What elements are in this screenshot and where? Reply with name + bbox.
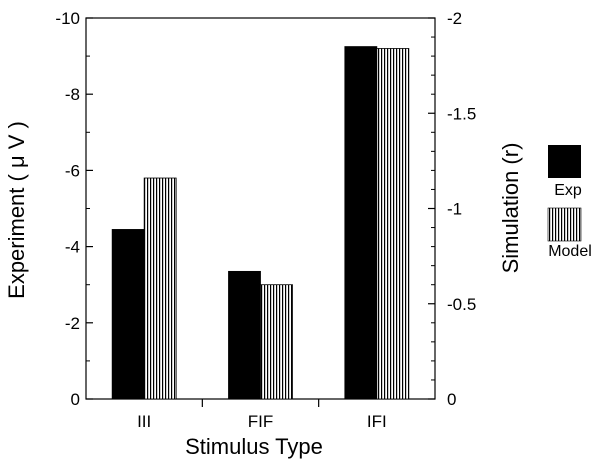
right-tick-label: -1.5 bbox=[447, 104, 476, 123]
legend-label-exp: Exp bbox=[554, 182, 582, 199]
x-tick-label: III bbox=[137, 412, 151, 431]
right-tick-label: -2 bbox=[447, 9, 462, 28]
bars-group bbox=[111, 46, 410, 400]
left-axis: 0 -2 -4 -6 -8 -10 bbox=[55, 9, 93, 409]
left-tick-label: -8 bbox=[65, 85, 80, 104]
bar-exp-fif bbox=[228, 270, 261, 400]
left-tick-label: -4 bbox=[65, 238, 80, 257]
legend: Exp Model bbox=[547, 145, 592, 260]
x-tick-label: FIF bbox=[248, 412, 274, 431]
right-axis-title: Simulation (r) bbox=[498, 143, 523, 274]
left-tick-label: -2 bbox=[65, 314, 80, 333]
legend-swatch-exp bbox=[548, 145, 581, 178]
x-axis: III FIF IFI bbox=[137, 399, 387, 431]
legend-swatch-model bbox=[547, 207, 582, 242]
left-axis-title: Experiment ( μ V ) bbox=[4, 121, 29, 299]
bar-exp-iii bbox=[111, 229, 145, 400]
bar-model-iii bbox=[143, 177, 177, 400]
x-tick-label: IFI bbox=[367, 412, 387, 431]
bar-model-fif bbox=[260, 284, 293, 400]
right-tick-label: -1 bbox=[447, 200, 462, 219]
right-tick-label: 0 bbox=[447, 390, 456, 409]
x-axis-title: Stimulus Type bbox=[185, 434, 323, 459]
left-tick-label: 0 bbox=[71, 390, 80, 409]
right-axis: 0 -0.5 -1 -1.5 -2 bbox=[428, 9, 476, 409]
bar-model-ifi bbox=[376, 48, 410, 400]
right-tick-label: -0.5 bbox=[447, 295, 476, 314]
left-tick-label: -10 bbox=[55, 9, 80, 28]
legend-label-model: Model bbox=[548, 243, 592, 260]
left-tick-label: -6 bbox=[65, 161, 80, 180]
bar-exp-ifi bbox=[344, 46, 378, 400]
